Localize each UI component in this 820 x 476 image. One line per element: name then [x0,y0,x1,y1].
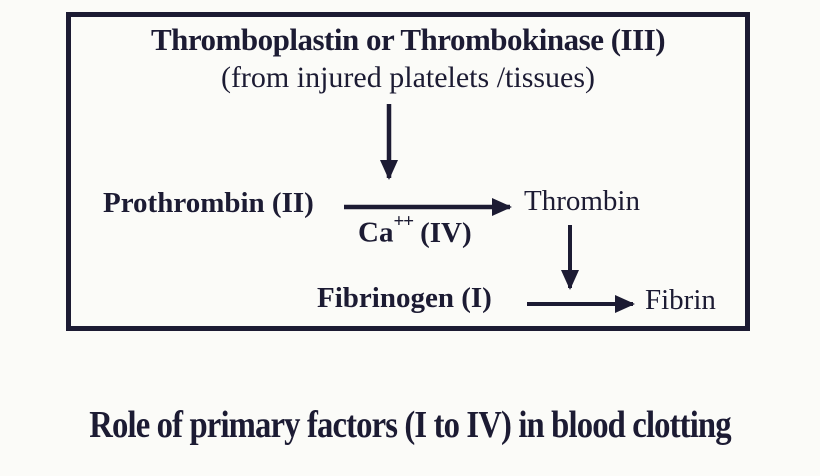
diagram-border-box [66,12,750,331]
prothrombin-label: Prothrombin (II) [103,187,314,219]
calcium-symbol: Ca [358,216,394,249]
calcium-cofactor-label: Ca++ (IV) [358,211,472,250]
fibrin-label: Fibrin [645,284,716,316]
thromboplastin-label: Thromboplastin or Thrombokinase (III) [150,22,666,57]
figure-caption: Role of primary factors (I to IV) in blo… [89,404,731,446]
fibrinogen-label: Fibrinogen (I) [317,282,492,314]
thromboplastin-source-note: (from injured platelets /tissues) [220,61,596,94]
calcium-charge-superscript: ++ [393,211,414,232]
calcium-factor-number: (IV) [420,216,472,249]
thrombin-label: Thrombin [524,185,640,217]
